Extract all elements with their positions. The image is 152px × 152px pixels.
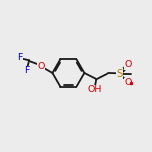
Text: OH: OH <box>88 85 102 95</box>
Text: O: O <box>37 62 45 71</box>
Text: O: O <box>124 78 131 87</box>
Text: S: S <box>116 69 123 79</box>
Text: F: F <box>24 66 29 75</box>
Text: F: F <box>17 53 22 62</box>
Text: O: O <box>124 60 131 69</box>
